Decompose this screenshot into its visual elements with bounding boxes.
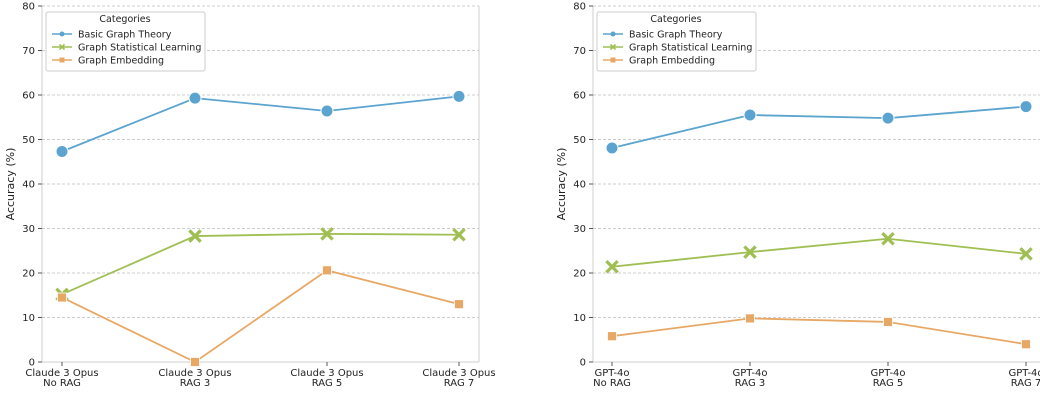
legend-box: [596, 11, 757, 72]
series-line: [611, 317, 1027, 346]
y-tick-label: 50: [573, 135, 586, 146]
x-tick-label: No RAG: [43, 378, 81, 389]
y-tick-label: 80: [22, 2, 35, 13]
x-tick-label: Claude 3 Opus: [158, 368, 231, 379]
series-basic-graph-theory: [55, 89, 466, 159]
data-point: [745, 313, 755, 324]
data-point: [188, 91, 202, 105]
legend-box: [45, 11, 206, 72]
legend-marker: [59, 31, 65, 37]
y-axis-label: Accuracy (%): [4, 148, 17, 221]
data-point: [605, 141, 619, 155]
y-tick-label: 60: [22, 91, 35, 102]
data-point: [881, 111, 895, 125]
y-axis-label: Accuracy (%): [555, 148, 568, 221]
legend-label: Graph Statistical Learning: [629, 43, 752, 54]
legend-label: Basic Graph Theory: [629, 30, 723, 41]
x-tick-label: Claude 3 Opus: [290, 368, 363, 379]
chart-panel-1: 0 10 20 30 40 50 60 70 80 Accuracy (%) Claude 3 Op…: [4, 2, 496, 390]
legend-title: Categories: [650, 14, 701, 25]
y-tick-label: 70: [22, 46, 35, 57]
y-tick-label: 0: [580, 358, 586, 369]
data-point: [883, 317, 893, 327]
y-tick-label: 40: [573, 180, 586, 191]
y-tick-label: 30: [22, 224, 35, 235]
data-point: [188, 229, 202, 243]
series-line: [611, 105, 1027, 149]
y-tick-label: 60: [573, 91, 586, 102]
data-point: [320, 104, 334, 118]
data-point: [605, 260, 619, 274]
legend-title: Categories: [99, 14, 150, 25]
y-tick-label: 20: [22, 269, 35, 280]
x-tick-label: Claude 3 Opus: [422, 368, 495, 379]
y-tick-label: 50: [22, 135, 35, 146]
data-point: [1019, 100, 1033, 114]
data-point: [452, 89, 466, 103]
data-point: [743, 245, 757, 259]
legend-marker: [609, 43, 617, 51]
data-point: [454, 299, 464, 310]
series-graph-statistical-learning: [605, 231, 1033, 274]
x-tick-label: RAG 7: [444, 378, 475, 389]
x-tick-label: Claude 3 Opus: [25, 368, 98, 379]
x-tick-label: GPT-4o: [870, 368, 905, 379]
data-point: [743, 108, 757, 122]
legend-marker: [59, 57, 65, 63]
data-point: [55, 145, 69, 159]
x-tick-label: RAG 5: [873, 378, 904, 389]
data-point: [322, 265, 332, 276]
y-tick-label: 40: [22, 180, 35, 191]
legend-marker: [58, 43, 66, 51]
data-point: [57, 292, 67, 303]
legend: Categories Basic Graph Theory Graph Statis…: [596, 11, 757, 72]
x-tick-label: RAG 3: [735, 378, 766, 389]
series-line: [61, 269, 460, 364]
x-tick-label: RAG 5: [312, 378, 343, 389]
y-tick-label: 20: [573, 269, 586, 280]
data-point: [881, 231, 895, 246]
data-point: [1019, 247, 1033, 261]
data-point: [607, 331, 617, 342]
y-tick-label: 80: [573, 2, 586, 13]
x-tick-label: GPT-4o: [594, 368, 629, 379]
data-point: [320, 227, 334, 241]
x-tick-label: RAG 7: [1011, 378, 1040, 389]
legend-label: Graph Embedding: [78, 56, 164, 67]
series-line: [61, 95, 460, 153]
x-tick-label: GPT-4o: [732, 368, 767, 379]
data-point: [452, 227, 466, 242]
legend-label: Graph Statistical Learning: [78, 43, 201, 54]
series-line: [611, 237, 1027, 268]
series-graph-embedding: [57, 265, 464, 367]
series-basic-graph-theory: [605, 100, 1033, 155]
y-tick-label: 0: [29, 358, 35, 369]
x-tick-label: No RAG: [593, 378, 631, 389]
y-tick-label: 10: [22, 313, 35, 324]
legend-label: Graph Embedding: [629, 56, 715, 67]
y-tick-label: 30: [573, 224, 586, 235]
legend-marker: [610, 31, 616, 37]
y-tick-label: 10: [573, 313, 586, 324]
data-point: [1021, 339, 1031, 350]
series-line: [61, 232, 460, 296]
x-tick-label: GPT-4o: [1008, 368, 1040, 379]
legend-label: Basic Graph Theory: [78, 30, 172, 41]
x-tick-label: RAG 3: [180, 378, 211, 389]
legend: Categories Basic Graph Theory Graph Statis…: [45, 11, 206, 72]
data-point: [190, 357, 200, 367]
series-graph-embedding: [607, 313, 1031, 350]
series-graph-statistical-learning: [55, 227, 466, 302]
y-tick-label: 70: [573, 46, 586, 57]
legend-marker: [610, 57, 616, 63]
